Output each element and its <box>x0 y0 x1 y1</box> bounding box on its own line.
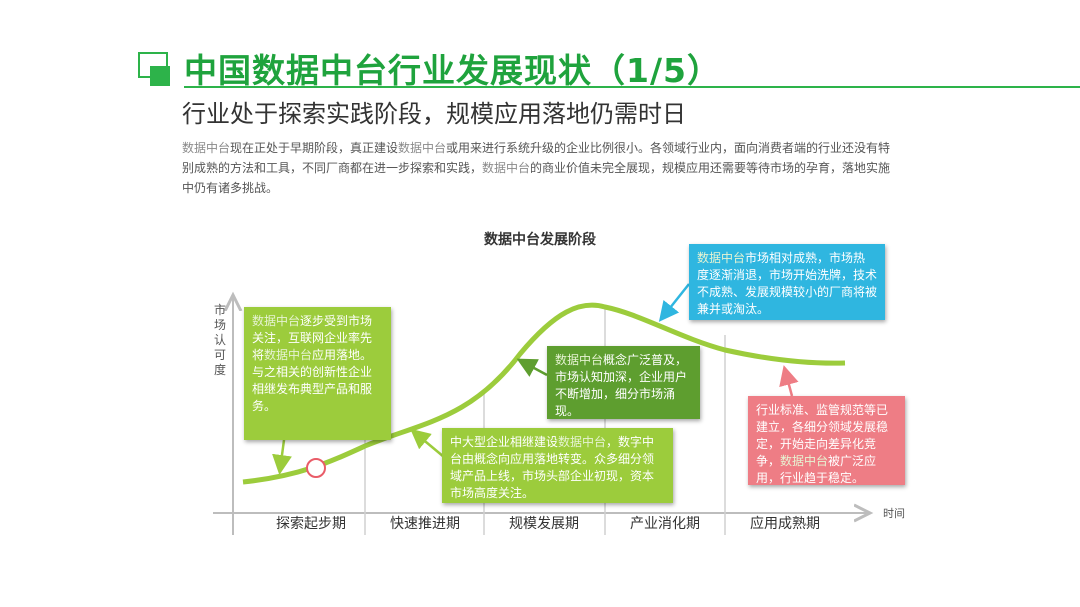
page-title: 中国数据中台行业发展现状（1/5） <box>184 51 721 90</box>
page-subtitle: 行业处于探索实践阶段，规模应用落地仍需时日 <box>182 100 686 128</box>
callout-text: 市场相对成熟，市场热度逐渐消退，市场开始洗牌，技术不成熟、发展规模较小的厂商将被… <box>697 251 878 316</box>
callout-highlight: 数据中台 <box>780 454 829 468</box>
callout-text: ，数字中台由概念向应用落地转变。众多细分领域产品上线，市场头部企业初现，资本市场… <box>450 435 655 500</box>
intro-highlight-1: 数据中台 <box>182 141 231 155</box>
callout-text: 应用落地。与之相关的创新性企业相继发布典型产品和服务。 <box>252 348 373 413</box>
title-underline <box>184 86 1080 88</box>
stage-label-3: 规模发展期 <box>509 516 579 532</box>
diagram-title: 数据中台发展阶段 <box>484 232 596 248</box>
callout-highlight: 数据中台 <box>555 353 604 367</box>
callout-rapid-advance: 中大型企业相继建设数据中台，数字中台由概念向应用落地转变。众多细分领域产品上线，… <box>442 428 673 503</box>
intro-text-3: 的商业价值未完全展现，规模应用还需要等待市场的孕育，落地实施中仍有诸多挑战。 <box>182 161 891 195</box>
intro-text-2: 或用来进行系统升级的企业比例很小。各领域行业内，面向消费者端的行业还没有特别成熟… <box>182 141 891 175</box>
callout-scale-development: 数据中台概念广泛普及，市场认知加深，企业用户不断增加，细分市场涌现。 <box>547 346 700 419</box>
y-axis-label: 市场认可度 <box>213 303 226 377</box>
callout-highlight: 数据中台 <box>264 348 313 362</box>
intro-paragraph: 数据中台现在正处于早期阶段，真正建设数据中台或用来进行系统升级的企业比例很小。各… <box>182 138 902 198</box>
arrow-box2 <box>516 358 548 377</box>
stage-label-1: 探索起步期 <box>276 516 346 532</box>
arrow-box3 <box>410 428 445 458</box>
intro-highlight-2: 数据中台 <box>398 141 447 155</box>
adoption-curve <box>242 302 846 485</box>
callout-text: 中大型企业相继建设 <box>450 435 559 449</box>
arrow-box1 <box>272 439 292 475</box>
callout-consolidation: 数据中台市场相对成熟，市场热度逐渐消退，市场开始洗牌，技术不成熟、发展规模较小的… <box>689 244 885 320</box>
callout-text: 被广泛应用，行业趋于稳定。 <box>756 454 877 485</box>
x-axis-unit: 时间 <box>883 507 905 520</box>
callout-exploration: 数据中台逐步受到市场关注，互联网企业率先将数据中台应用落地。与之相关的创新性企业… <box>244 307 391 440</box>
stage-label-2: 快速推进期 <box>390 516 460 532</box>
current-position-marker <box>306 458 326 478</box>
callout-text: 行业标准、监管规范等已建立，各细分领域发展稳定，开始走向差异化竞争， <box>756 403 889 468</box>
stage-label-5: 应用成熟期 <box>750 516 820 532</box>
stage-label-4: 产业消化期 <box>630 516 700 532</box>
callout-text: 概念广泛普及，市场认知加深，企业用户不断增加，细分市场涌现。 <box>555 353 688 418</box>
arrow-box5 <box>779 365 799 397</box>
logo-fill-square <box>150 66 170 86</box>
arrow-box4 <box>658 283 690 322</box>
callout-maturity: 行业标准、监管规范等已建立，各细分领域发展稳定，开始走向差异化竞争，数据中台被广… <box>748 396 905 485</box>
callout-text: 逐步受到市场关注，互联网企业率先将 <box>252 314 373 362</box>
intro-text-1: 现在正处于早期阶段，真正建设 <box>230 141 399 155</box>
callout-highlight: 数据中台 <box>697 251 746 265</box>
title-bar: 中国数据中台行业发展现状（1/5） <box>138 44 1080 92</box>
callout-highlight: 数据中台 <box>252 314 301 328</box>
callout-highlight: 数据中台 <box>558 435 607 449</box>
intro-highlight-3: 数据中台 <box>482 161 531 175</box>
